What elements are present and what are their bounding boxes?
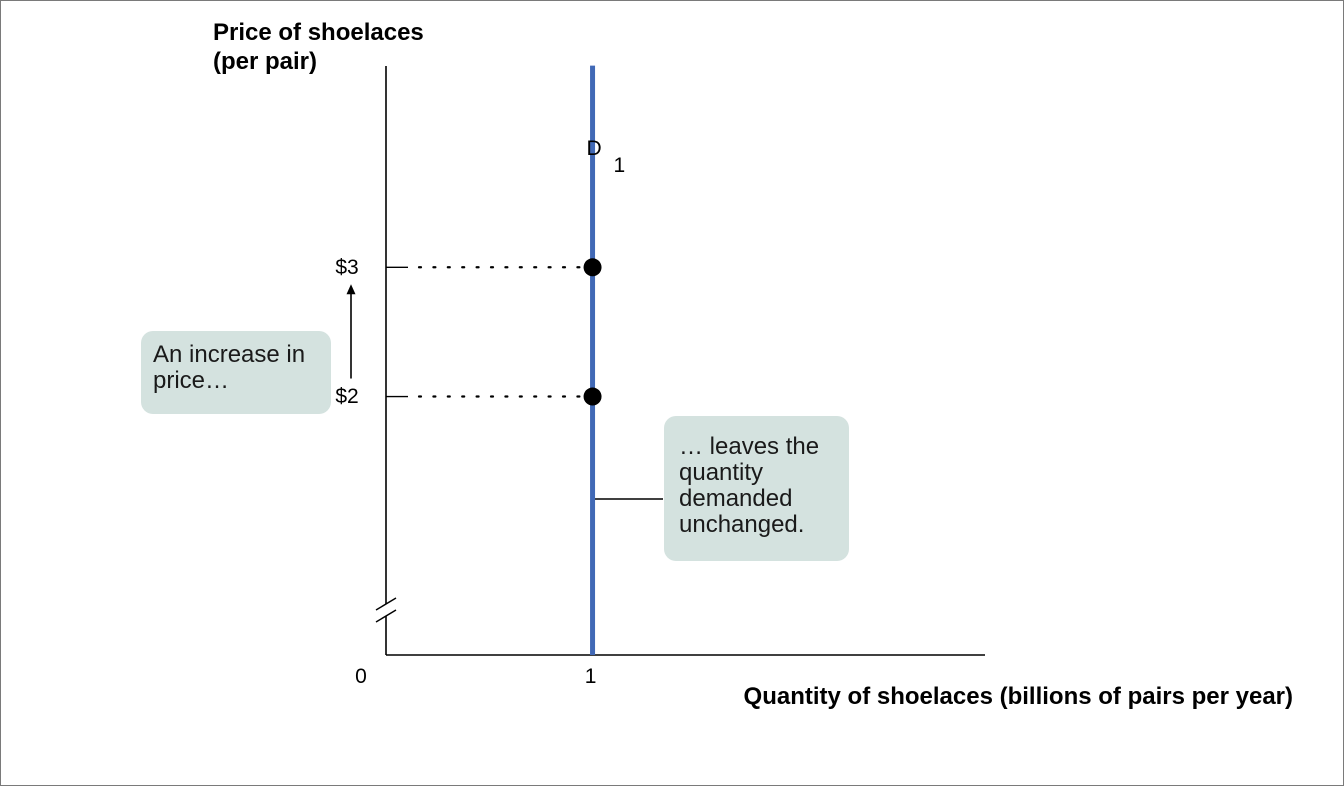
y-axis-title: Price of shoelaces (per pair) — [213, 19, 424, 75]
quantity-unchanged-note: … leaves the quantity demanded unchanged… — [664, 416, 849, 561]
curve-label-subscript: 1 — [614, 154, 626, 177]
y-tick-label: $2 — [335, 385, 358, 408]
price-arrow-head — [346, 284, 356, 295]
note-line: demanded — [679, 485, 793, 512]
data-point — [583, 258, 602, 277]
x-axis-title: Quantity of shoelaces (billions of pairs… — [744, 683, 1293, 710]
origin-label: 0 — [355, 665, 367, 688]
curve-label: D — [587, 137, 602, 160]
axes — [375, 66, 985, 656]
y-axis-title-line: (per pair) — [213, 48, 317, 75]
note-line: … leaves the — [679, 433, 820, 460]
axis-break-mark — [375, 597, 397, 611]
labels-layer: Price of shoelaces (per pair) Quantity of … — [213, 19, 1293, 710]
guide-lines — [417, 266, 663, 500]
axis-break-mark — [375, 609, 397, 623]
note-line: unchanged. — [679, 511, 805, 538]
price-increase-note: An increase in price… — [141, 331, 331, 414]
x-tick-label: 1 — [585, 665, 597, 688]
y-axis-title-line: Price of shoelaces — [213, 19, 424, 46]
note-line: quantity — [679, 459, 764, 486]
markers-layer — [583, 258, 602, 406]
note-line: An increase in — [153, 341, 306, 368]
y-tick-label: $3 — [335, 256, 358, 279]
note-line: price… — [153, 367, 230, 394]
data-point — [583, 387, 602, 406]
